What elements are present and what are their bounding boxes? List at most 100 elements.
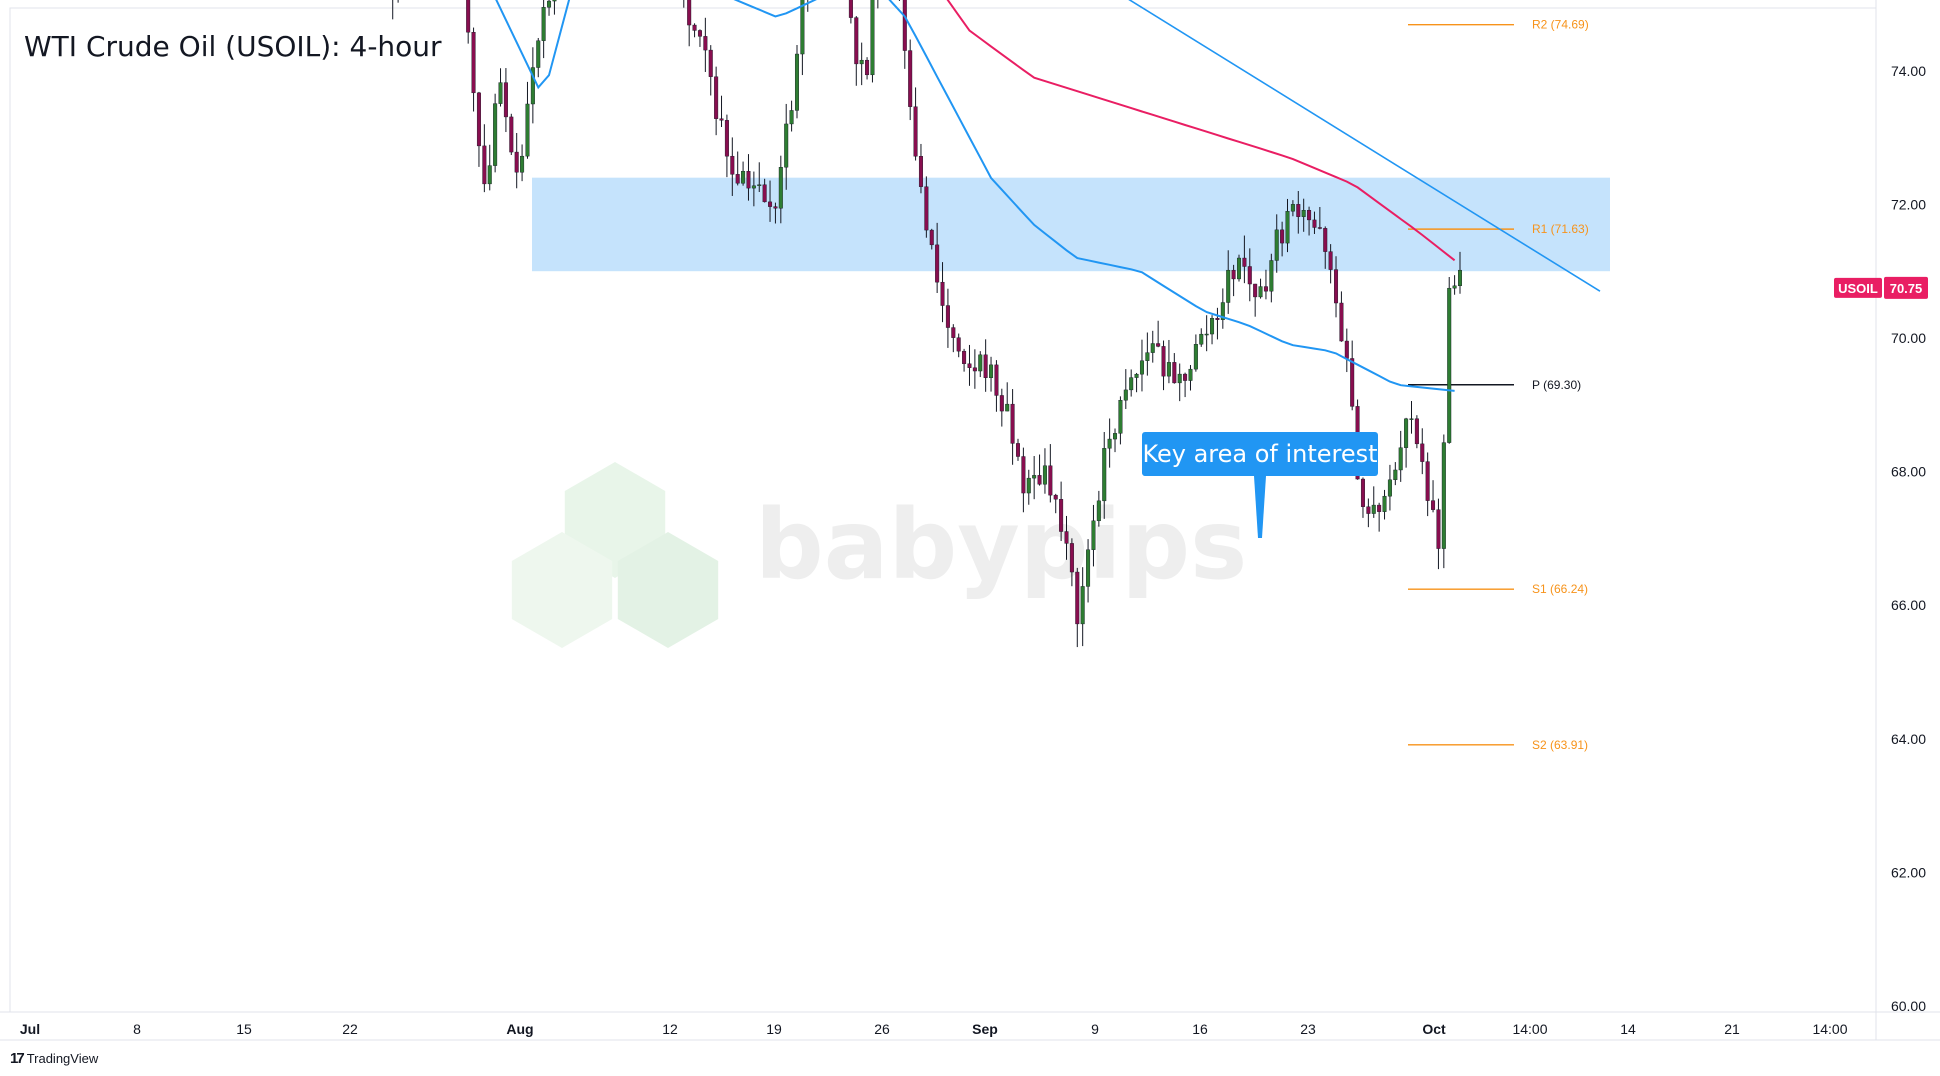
candle-body — [1317, 227, 1322, 229]
callout-pointer — [1254, 476, 1266, 538]
symbol-tag — [1834, 277, 1882, 298]
pivot-level-r2-label: R2 (74.69) — [1532, 18, 1589, 32]
y-tick-label: 72.00 — [1891, 196, 1926, 212]
candle-body — [1269, 260, 1274, 292]
candlestick-series — [392, 0, 1462, 648]
candle-body — [1382, 495, 1387, 512]
candle-body — [1285, 211, 1290, 244]
candle-body — [1064, 531, 1069, 544]
tradingview-logo-icon: 17 — [10, 1050, 25, 1067]
candle-body — [1026, 477, 1031, 494]
candle-body — [1323, 228, 1328, 252]
candle-body — [471, 32, 476, 94]
current-price-tag: USOIL 70.75 — [1834, 276, 1928, 299]
candle-body — [1425, 461, 1430, 501]
x-tick-label: 9 — [1091, 1021, 1099, 1037]
candle-body — [692, 24, 697, 31]
candle-body — [1113, 433, 1118, 440]
candle-body — [1193, 344, 1198, 370]
candle-body — [1371, 504, 1376, 514]
candle-body — [708, 49, 713, 77]
price-tag — [1884, 276, 1928, 299]
moving-average-slow-line — [946, 0, 1456, 262]
candle-body — [1236, 257, 1241, 280]
candle-body — [784, 123, 789, 168]
candle-body — [476, 92, 481, 147]
key-area-zone — [532, 177, 1610, 272]
candle-body — [1075, 571, 1080, 625]
x-tick-label: Sep — [972, 1021, 998, 1037]
pivot-level-r1-label: R1 (71.63) — [1532, 222, 1589, 236]
candle-body — [520, 155, 525, 173]
candle-body — [1409, 418, 1414, 420]
candle-body — [1301, 209, 1306, 217]
candle-body — [1091, 520, 1096, 550]
candle-body — [1199, 333, 1204, 345]
x-tick-label: 16 — [1192, 1021, 1208, 1037]
candle-body — [1107, 438, 1112, 449]
candle-body — [1042, 465, 1047, 485]
candle-body — [724, 120, 729, 157]
x-tick-label: Jul — [20, 1021, 40, 1037]
candle-body — [1344, 340, 1349, 359]
candle-body — [1366, 506, 1371, 514]
candle-body — [687, 0, 692, 26]
candle-body — [924, 186, 929, 231]
candle-body — [1328, 251, 1333, 270]
key-area-callout: Key area of interest — [1142, 432, 1378, 538]
x-tick-label: Oct — [1422, 1021, 1446, 1037]
candle-body — [1452, 285, 1457, 289]
candle-body — [498, 82, 503, 104]
candle-body — [962, 350, 967, 364]
candle-body — [1398, 447, 1403, 471]
candle-body — [762, 184, 767, 203]
candle-body — [1377, 504, 1382, 512]
candle-body — [935, 244, 940, 283]
candle-body — [1215, 318, 1220, 320]
candle-body — [466, 0, 471, 33]
pivot-level-s1-label: S1 (66.24) — [1532, 582, 1588, 596]
x-tick-label: 12 — [662, 1021, 678, 1037]
candle-body — [482, 145, 487, 185]
candle-body — [789, 110, 794, 125]
candle-body — [929, 229, 934, 246]
descending-trendline[interactable] — [90, 0, 1601, 292]
y-tick-label: 60.00 — [1891, 998, 1926, 1014]
candle-body — [525, 103, 530, 157]
candle-body — [1037, 475, 1042, 485]
price-axis: 88.0086.0084.0082.0080.0078.0076.0074.00… — [1891, 63, 1926, 1014]
candle-body — [1080, 586, 1085, 625]
candle-body — [757, 184, 762, 186]
candle-body — [1086, 549, 1091, 587]
candle-body — [735, 174, 740, 184]
candle-body — [1247, 266, 1252, 285]
time-axis: Jul 8 15 22 Aug 12 19 26 Sep 9 16 23 Oct 14:00 14 21 14:… — [20, 1021, 1848, 1037]
symbol-tag-label: USOIL — [1838, 281, 1878, 296]
candle-body — [778, 167, 783, 209]
candle-body — [1457, 269, 1462, 287]
candle-body — [1048, 465, 1053, 496]
candle-body — [730, 155, 735, 175]
candle-body — [1145, 352, 1150, 361]
x-tick-label: 14:00 — [1512, 1021, 1547, 1037]
candle-body — [1161, 346, 1166, 377]
candle-body — [1188, 368, 1193, 381]
candle-body — [1059, 499, 1064, 532]
candle-body — [859, 59, 864, 65]
candle-body — [1387, 479, 1392, 497]
candle-body — [1414, 418, 1419, 445]
candle-body — [514, 151, 519, 173]
candle-body — [751, 185, 756, 189]
candle-body — [1274, 229, 1279, 261]
watermark: babypips — [511, 462, 1247, 648]
chart-title: WTI Crude Oil (USOIL): 4-hour — [24, 30, 442, 63]
candle-body — [1263, 286, 1268, 292]
candle-body — [1129, 377, 1134, 391]
x-tick-label: 14:00 — [1812, 1021, 1847, 1037]
candle-body — [1404, 418, 1409, 448]
candle-body — [509, 116, 514, 153]
y-tick-label: 74.00 — [1891, 63, 1926, 79]
candle-body — [1307, 209, 1312, 221]
candle-body — [719, 118, 724, 121]
